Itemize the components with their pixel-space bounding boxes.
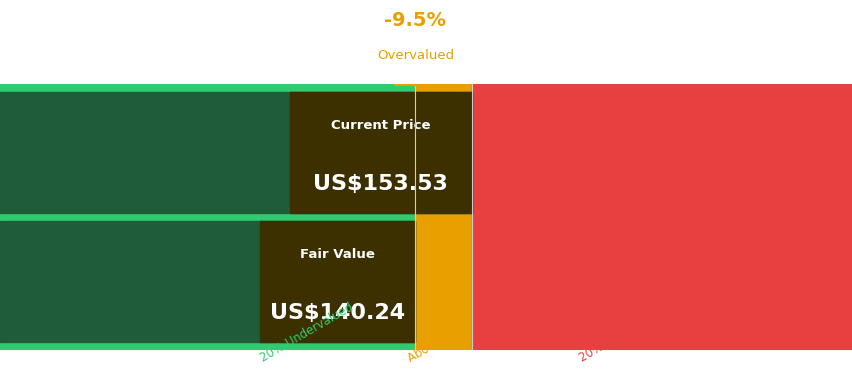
Bar [260, 220, 415, 342]
Bar [415, 84, 471, 350]
Bar [471, 84, 852, 350]
Text: -9.5%: -9.5% [384, 11, 446, 30]
Text: About Right: About Right [406, 318, 472, 365]
Text: Current Price: Current Price [331, 119, 430, 132]
Text: Overvalued: Overvalued [377, 49, 453, 62]
Bar [290, 92, 471, 213]
Text: US$140.24: US$140.24 [270, 303, 405, 323]
Bar [0, 92, 471, 213]
Text: US$153.53: US$153.53 [313, 174, 448, 194]
Bar [0, 84, 415, 350]
Bar [0, 220, 415, 342]
Text: Fair Value: Fair Value [300, 248, 375, 261]
Text: 20% Undervalued: 20% Undervalued [258, 301, 355, 365]
Text: 20% Overvalued: 20% Overvalued [576, 304, 668, 365]
